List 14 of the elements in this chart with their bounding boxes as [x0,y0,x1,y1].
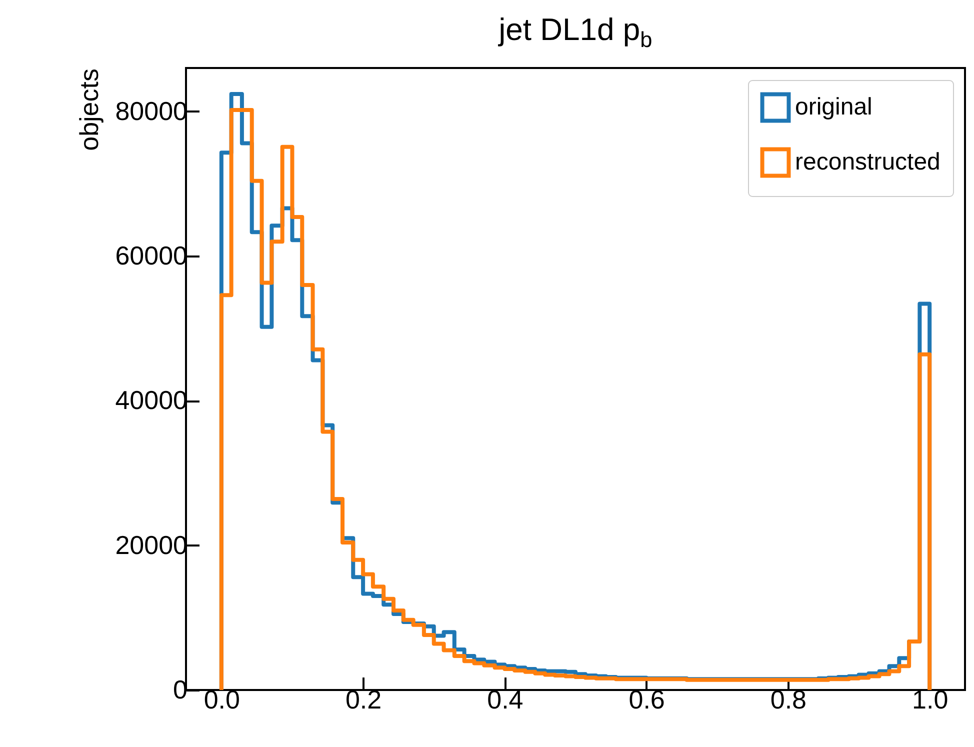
x-tick-label: 1.0 [912,684,948,714]
x-tick-label: 0.2 [345,684,382,714]
y-tick-label: 80000 [115,96,188,126]
x-tick-label: 0.6 [628,684,665,714]
legend-label: reconstructed [795,148,940,176]
chart-title: jet DL1d p$_{b}$ [497,12,654,54]
x-tick-label: 0.8 [770,684,807,714]
y-axis-title: objects [74,68,104,151]
y-tick-label: 40000 [115,385,188,416]
y-tick-label: 60000 [115,240,188,271]
x-tick-label: 0.4 [487,684,524,714]
legend-label: original [795,94,872,120]
y-tick-label: 20000 [115,530,188,560]
x-tick-label: 0.0 [204,684,240,714]
